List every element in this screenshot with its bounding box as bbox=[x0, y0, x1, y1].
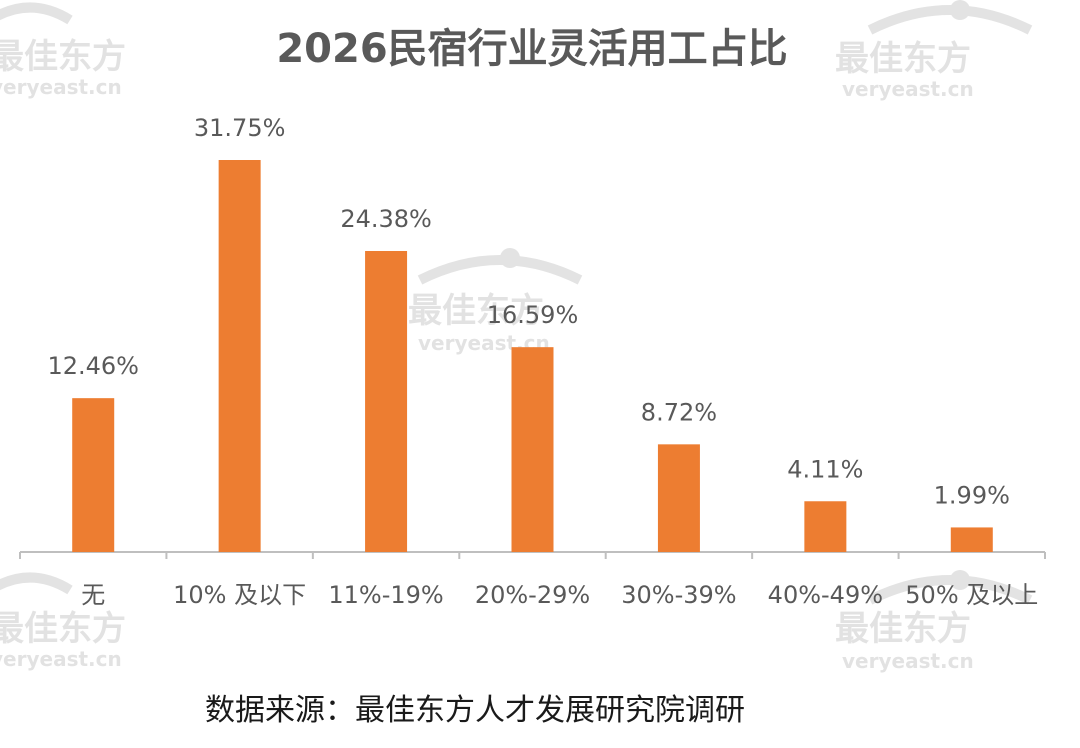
bar-value-label: 8.72% bbox=[641, 398, 717, 426]
watermark-group: 最佳东方 veryeast.cn 最佳东方 veryeast.cn 最佳东方 v… bbox=[0, 0, 1033, 673]
bar bbox=[804, 501, 847, 552]
bar bbox=[511, 347, 554, 552]
bar bbox=[218, 160, 261, 552]
watermark-brand-text: 最佳东方 bbox=[0, 609, 126, 649]
watermark-brand-text: 最佳东方 bbox=[835, 39, 971, 79]
watermark-domain-text: veryeast.cn bbox=[0, 75, 122, 99]
watermark-brand-text: 最佳东方 bbox=[0, 37, 126, 77]
watermark-domain-text: veryeast.cn bbox=[0, 647, 122, 671]
x-tick-label: 10% 及以下 bbox=[173, 581, 306, 609]
watermark-brand-text: 最佳东方 bbox=[835, 609, 971, 649]
bar-value-label: 31.75% bbox=[194, 114, 286, 142]
watermark-domain-text: veryeast.cn bbox=[842, 649, 974, 673]
watermark-domain-text: veryeast.cn bbox=[842, 77, 974, 101]
x-tick-label: 50% 及以上 bbox=[905, 581, 1038, 609]
bar bbox=[950, 527, 993, 552]
watermark-top-left: 最佳东方 veryeast.cn bbox=[0, 2, 126, 99]
bar bbox=[657, 444, 700, 552]
x-tick-label: 无 bbox=[81, 581, 105, 609]
x-tick-label: 40%-49% bbox=[768, 581, 883, 609]
bar-value-label: 4.11% bbox=[787, 455, 863, 483]
watermark-brand-text: 最佳东方 bbox=[408, 291, 544, 331]
x-tick-label: 30%-39% bbox=[621, 581, 736, 609]
bar-value-label: 16.59% bbox=[487, 301, 579, 329]
x-tick-label: 11%-19% bbox=[328, 581, 443, 609]
bar bbox=[365, 250, 408, 552]
bar-value-label: 12.46% bbox=[47, 352, 139, 380]
watermark-bottom-right: 最佳东方 veryeast.cn bbox=[835, 570, 1033, 673]
chart-title: 2026民宿行业灵活用工占比 bbox=[276, 26, 787, 72]
watermark-top-right: 最佳东方 veryeast.cn bbox=[835, 0, 1033, 101]
plot-area: 12.46% 无 31.75% 10% 及以下 24.38% 11%-19% 16.59% 2… bbox=[19, 114, 1046, 609]
bar-value-label: 24.38% bbox=[340, 205, 432, 233]
watermark-bottom-left: 最佳东方 veryeast.cn bbox=[0, 572, 126, 671]
bar bbox=[72, 398, 115, 552]
data-source-note: 数据来源：最佳东方人才发展研究院调研 bbox=[205, 693, 745, 728]
bar-value-label: 1.99% bbox=[934, 481, 1010, 509]
x-tick-label: 20%-29% bbox=[475, 581, 590, 609]
